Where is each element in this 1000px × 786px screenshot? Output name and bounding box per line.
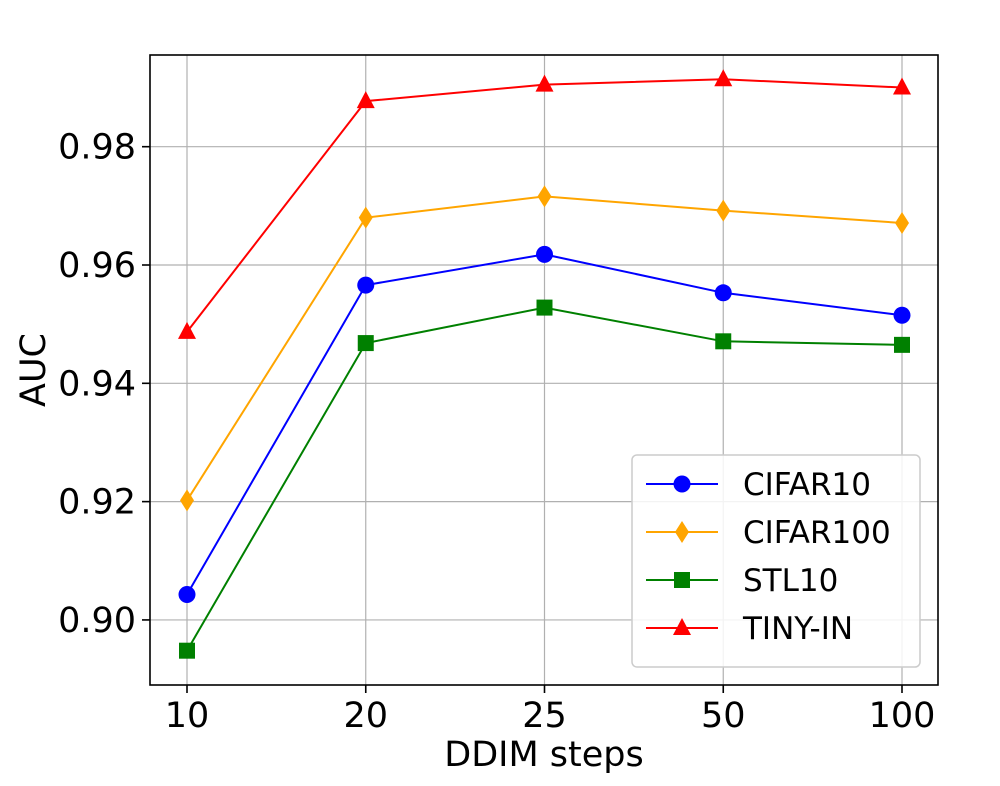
- legend-label-tiny-in: TINY-IN: [742, 611, 853, 647]
- legend-box: [631, 454, 921, 668]
- data-point-cifar100: [180, 489, 194, 512]
- data-point-stl10: [536, 299, 553, 316]
- legend-label-cifar10: CIFAR10: [743, 467, 871, 503]
- data-point-stl10: [894, 336, 910, 353]
- data-point-cifar100: [895, 212, 909, 234]
- legend-marker-cifar100: [675, 521, 689, 543]
- x-tick-label: 100: [869, 696, 936, 736]
- series-stl10: [179, 299, 910, 659]
- data-point-cifar10: [178, 585, 196, 603]
- series-cifar10: [178, 245, 911, 603]
- legend-marker-tiny-in: [673, 618, 691, 635]
- y-axis-title: AUC: [14, 333, 54, 407]
- data-point-stl10: [179, 642, 195, 659]
- y-tick-label: 0.92: [58, 483, 136, 523]
- x-tick-label: 10: [165, 696, 210, 736]
- series-group: [178, 69, 911, 659]
- legend-label-cifar100: CIFAR100: [743, 515, 891, 551]
- data-point-cifar100: [358, 206, 373, 229]
- data-point-tiny-in: [893, 77, 911, 95]
- data-point-tiny-in: [535, 74, 554, 92]
- data-point-tiny-in: [178, 321, 196, 339]
- x-axis-title: DDIM steps: [444, 735, 644, 775]
- legend-item-tiny-in: TINY-IN: [646, 611, 853, 647]
- legend-item-cifar100: CIFAR100: [646, 515, 891, 551]
- data-point-cifar100: [716, 199, 731, 222]
- data-point-stl10: [357, 335, 374, 352]
- data-point-cifar100: [537, 185, 552, 208]
- data-point-stl10: [715, 333, 732, 350]
- y-tick-label: 0.94: [58, 364, 136, 404]
- legend-label-stl10: STL10: [743, 563, 838, 599]
- ticks: 10 20 25 50 100 0.90 0.92 0.94 0.96 0.98: [58, 128, 935, 736]
- data-point-cifar10: [714, 284, 732, 302]
- data-point-cifar10: [893, 306, 911, 324]
- data-point-tiny-in: [356, 91, 375, 109]
- y-tick-label: 0.90: [58, 601, 136, 641]
- legend-marker-cifar10: [673, 475, 691, 493]
- y-tick-label: 0.98: [58, 128, 136, 168]
- y-tick-label: 0.96: [58, 246, 136, 286]
- x-tick-label: 25: [522, 696, 567, 736]
- series-cifar100: [180, 185, 909, 512]
- data-point-cifar10: [536, 245, 553, 263]
- x-tick-label: 50: [701, 696, 746, 736]
- legend-item-stl10: STL10: [646, 563, 838, 599]
- series-tiny-in: [178, 69, 911, 339]
- data-point-cifar10: [357, 276, 375, 294]
- legend-marker-stl10: [674, 572, 690, 588]
- legend-item-cifar10: CIFAR10: [646, 467, 871, 503]
- data-point-tiny-in: [714, 69, 733, 87]
- x-tick-label: 20: [343, 696, 388, 736]
- legend: CIFAR10 CIFAR100 STL10 TINY-IN: [631, 454, 921, 668]
